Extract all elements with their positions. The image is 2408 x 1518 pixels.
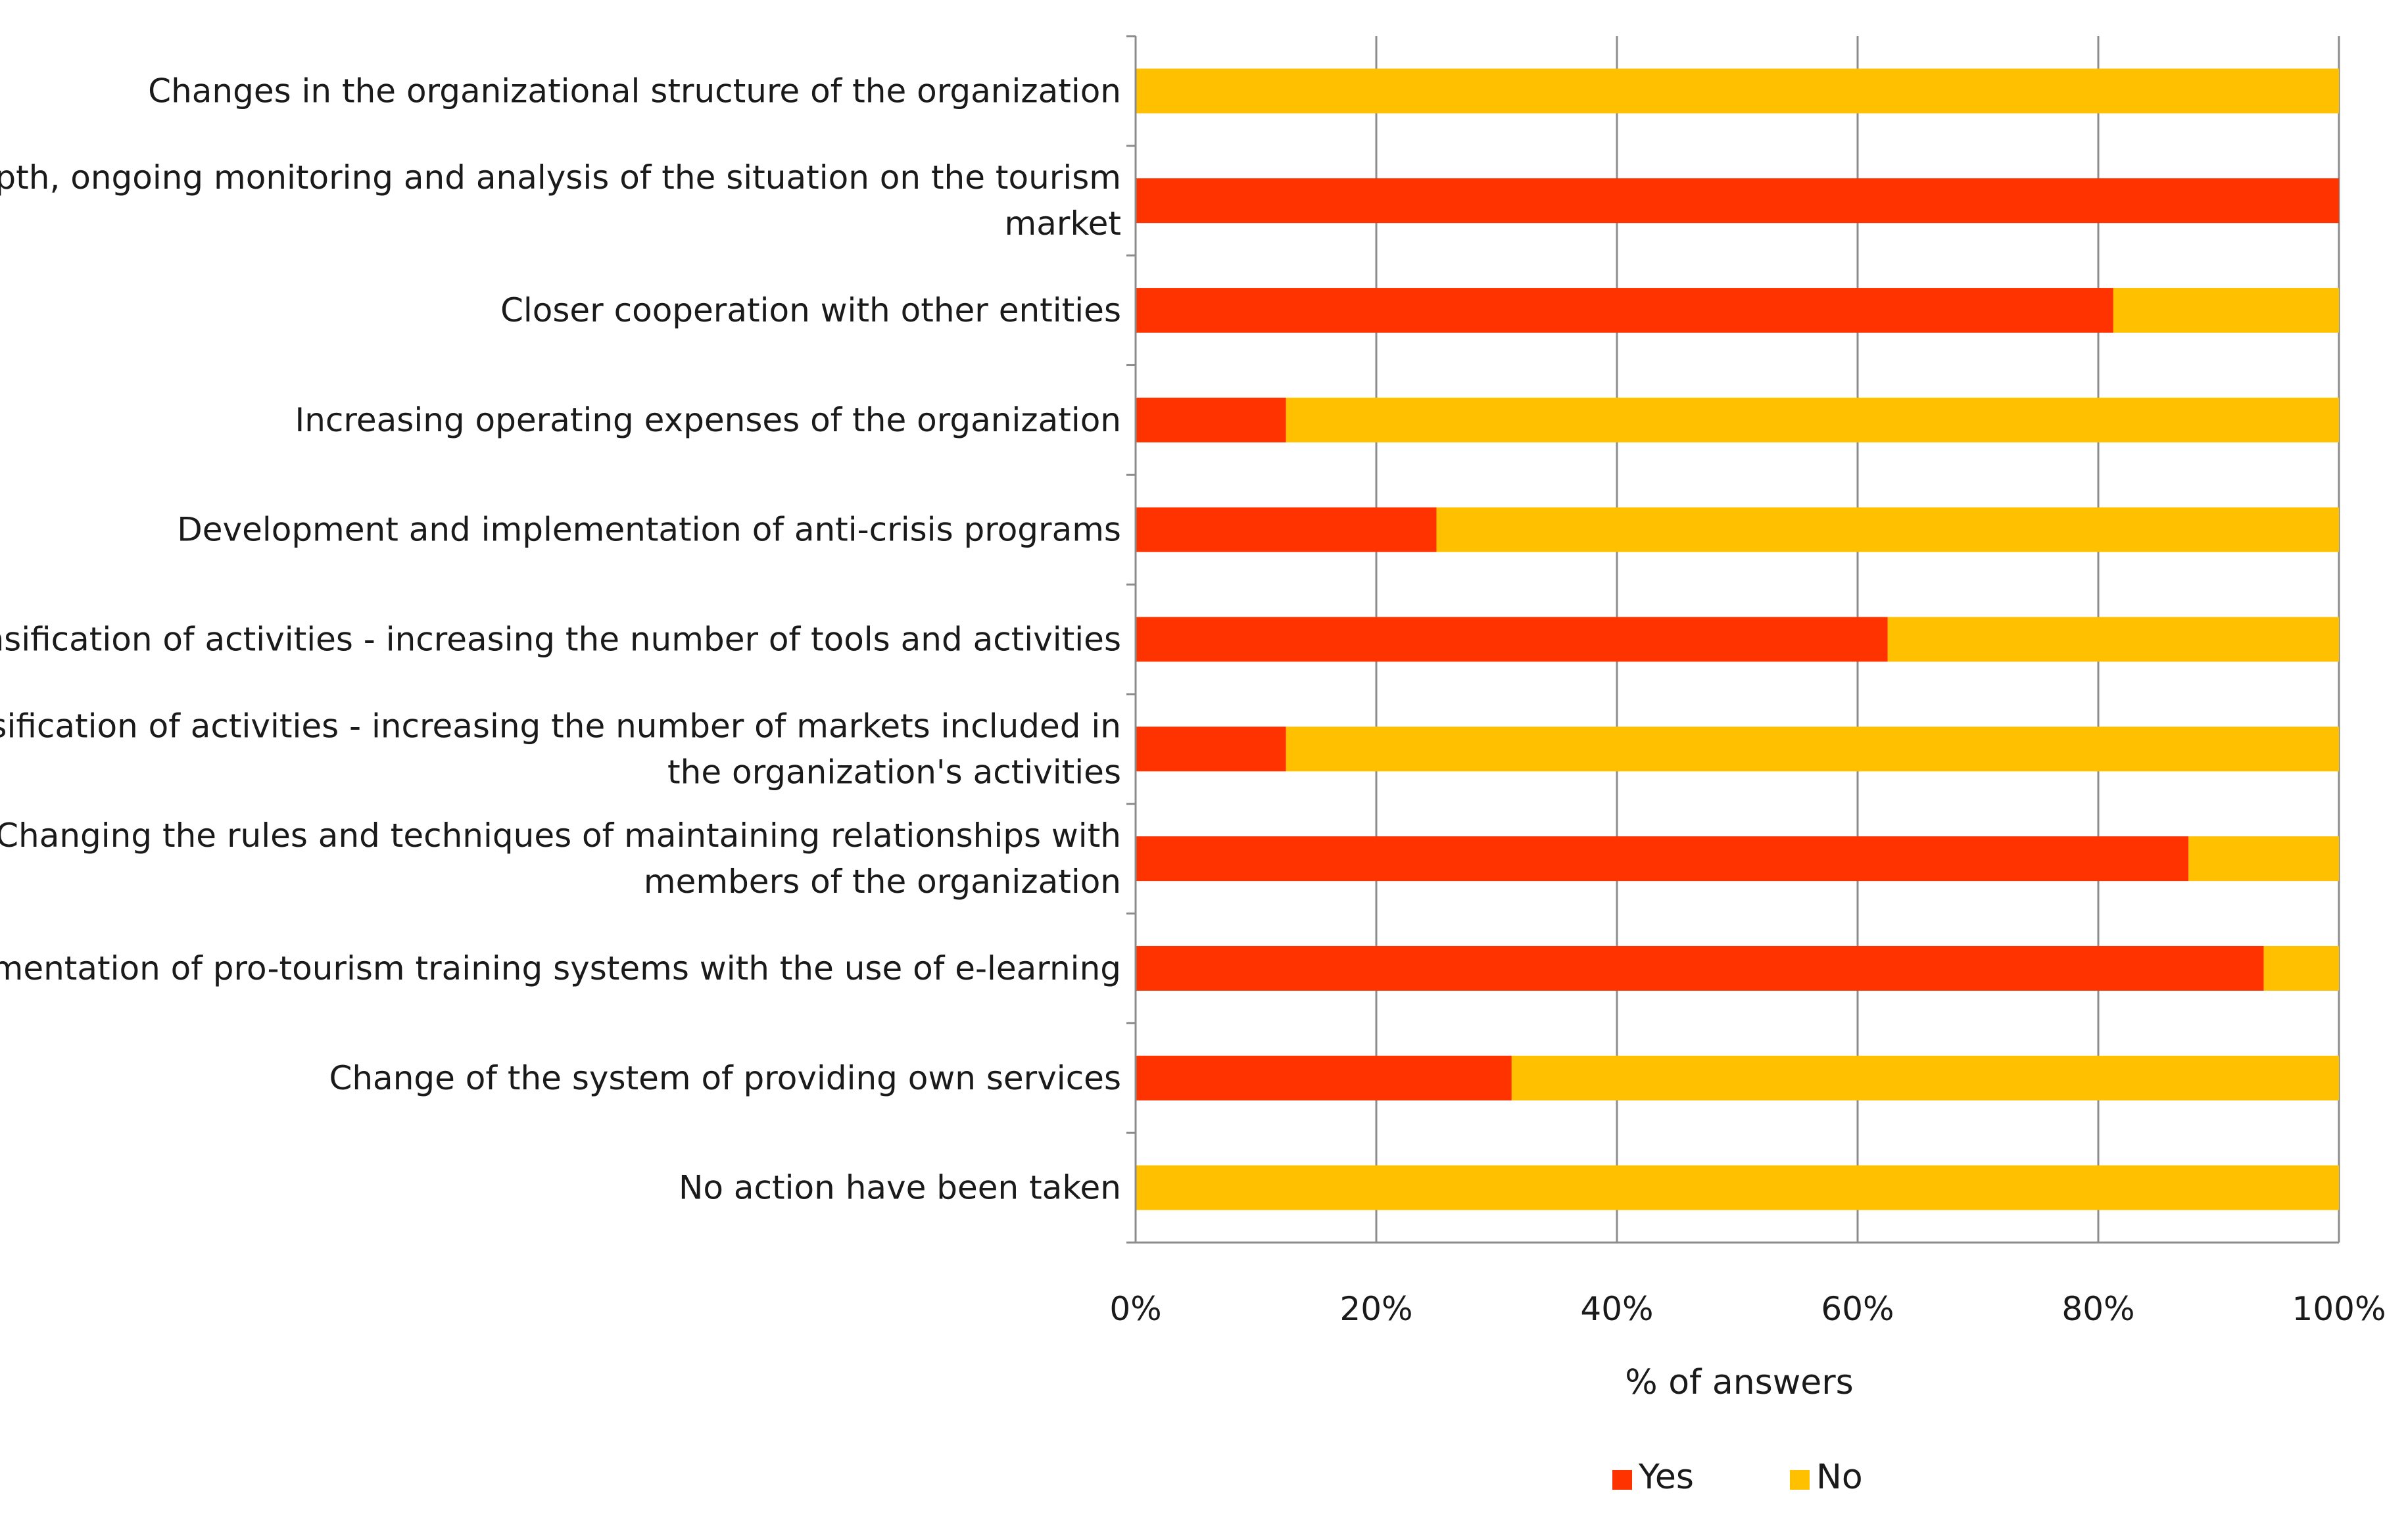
category-label: Intensification of activities - increasi… <box>0 707 1121 745</box>
legend-label-no: No <box>1816 1458 1863 1497</box>
category-label: In-depth, ongoing monitoring and analysi… <box>0 158 1121 197</box>
legend-label-yes: Yes <box>1638 1458 1694 1497</box>
bar-segment-no <box>2263 945 2339 991</box>
x-axis-title: % of answers <box>1625 1363 1854 1402</box>
legend-swatch-no <box>1790 1470 1810 1490</box>
bar-segment-yes <box>1136 397 1286 442</box>
legend: Yes No <box>1612 1458 1863 1497</box>
bar-segment-no <box>1136 68 2339 114</box>
bar-segment-no <box>1286 397 2339 442</box>
bar-segment-yes <box>1136 178 2339 224</box>
category-label: Development and implementation of anti-c… <box>177 511 1121 549</box>
category-label: Changing the rules and techniques of mai… <box>0 817 1121 855</box>
bar-segment-yes <box>1136 836 2189 882</box>
bar-segment-no <box>2113 288 2339 333</box>
bar-segment-yes <box>1136 288 2113 333</box>
bar-segment-no <box>1511 1055 2339 1101</box>
category-label: Implementation of pro-tourism training s… <box>0 949 1121 987</box>
bar-segment-no <box>1436 507 2339 552</box>
x-tick-label: 80% <box>2061 1290 2134 1328</box>
bar-segment-yes <box>1136 617 1888 662</box>
category-label: No action have been taken <box>679 1169 1121 1207</box>
category-label: market <box>1005 204 1121 243</box>
x-tick-label: 20% <box>1339 1290 1412 1328</box>
bar-segment-yes <box>1136 507 1437 552</box>
category-label: Change of the system of providing own se… <box>329 1059 1121 1097</box>
category-label: members of the organization <box>644 863 1121 901</box>
bar-segment-yes <box>1136 726 1286 772</box>
legend-swatch-yes <box>1612 1470 1632 1490</box>
x-tick-label: 0% <box>1109 1290 1161 1328</box>
bar-segment-yes <box>1136 945 2264 991</box>
bar-segment-no <box>1286 726 2339 772</box>
category-label: Closer cooperation with other entities <box>500 291 1121 329</box>
category-label: Increasing operating expenses of the org… <box>295 401 1122 439</box>
category-label: the organization's activities <box>667 753 1121 791</box>
axes <box>1126 35 2339 1244</box>
category-labels: Changes in the organizational structure … <box>0 72 1121 1206</box>
bar-segment-no <box>1887 617 2339 662</box>
category-label: Intensification of activities - increasi… <box>0 621 1121 659</box>
bar-segment-no <box>1136 1165 2339 1210</box>
x-tick-label: 60% <box>1821 1290 1894 1328</box>
category-label: Changes in the organizational structure … <box>148 72 1121 110</box>
x-tick-label: 40% <box>1580 1290 1653 1328</box>
x-tick-labels: 0% 20% 40% 60% 80% 100% <box>1109 1290 2386 1328</box>
bar-segment-no <box>2188 836 2339 882</box>
bar-segment-yes <box>1136 1055 1512 1101</box>
x-tick-label: 100% <box>2292 1290 2386 1328</box>
bars <box>1136 68 2339 1210</box>
